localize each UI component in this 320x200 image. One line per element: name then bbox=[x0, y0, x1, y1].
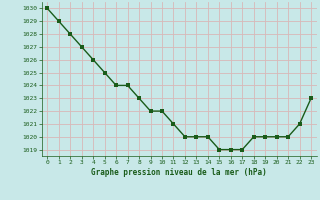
X-axis label: Graphe pression niveau de la mer (hPa): Graphe pression niveau de la mer (hPa) bbox=[91, 168, 267, 177]
